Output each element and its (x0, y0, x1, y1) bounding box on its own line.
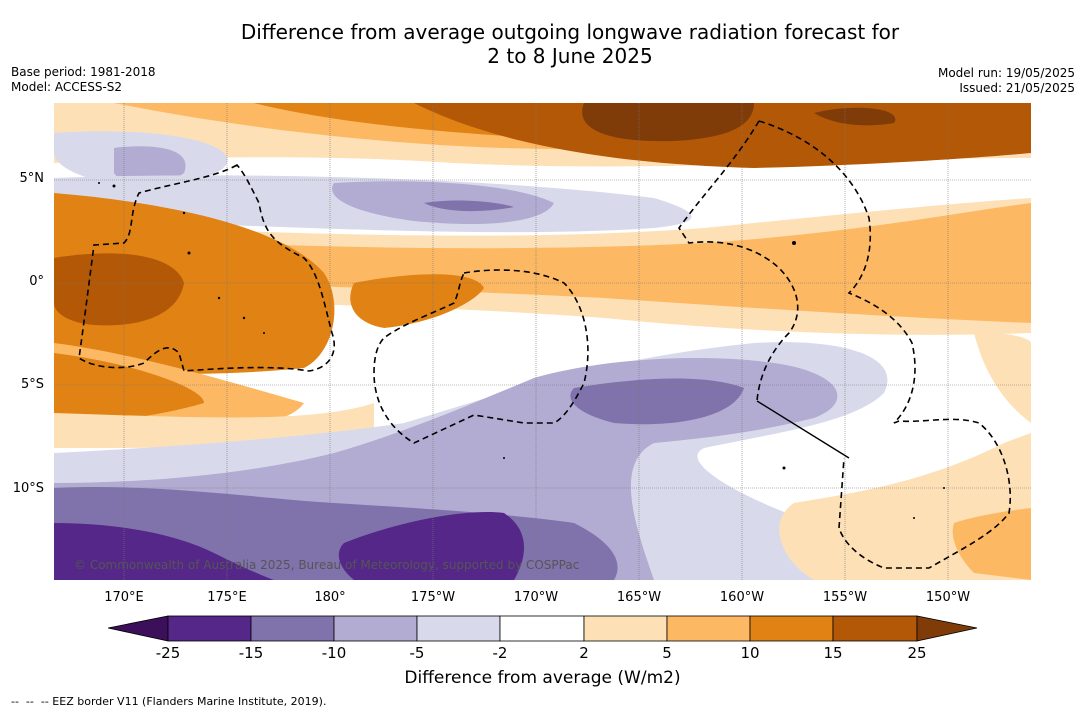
colorbar-tick-m5: -5 (409, 644, 425, 662)
colorbar (108, 615, 978, 642)
band-m15-m10-strip (424, 200, 514, 212)
colorbar-bin-10-15 (749, 615, 834, 642)
band-p5-10-se (952, 508, 1031, 580)
model-run: Model run: 19/05/2025 (937, 66, 1075, 80)
band-p5-10-equator (54, 203, 1031, 323)
band-p15-25-west (54, 253, 184, 326)
issued-date: Issued: 21/05/2025 (959, 81, 1075, 95)
band-gt25-north (582, 103, 754, 142)
colorbar-tick-m10: -10 (321, 644, 347, 662)
band-m10-m5-north-b (114, 146, 186, 185)
islands (98, 182, 945, 519)
lon-label-175e: 175°E (207, 590, 247, 605)
colorbar-bin-m2-2 (499, 615, 585, 642)
colorbar-arrow-low (108, 615, 169, 642)
lon-label-165w: 165°W (616, 590, 662, 605)
model-name: Model: ACCESS-S2 (11, 80, 123, 94)
colorbar-bin-5-10 (666, 615, 751, 642)
lon-label-170w: 170°W (513, 590, 559, 605)
eez-footnote: -- -- -- EEZ border V11 (Flanders Marine… (11, 695, 327, 708)
title-line-1: Difference from average outgoing longwav… (240, 20, 900, 44)
colorbar-bin-2-5 (583, 615, 668, 642)
meta-left: Base period: 1981-2018 Model: ACCESS-S2 (11, 65, 156, 95)
base-period: Base period: 1981-2018 (11, 65, 156, 79)
colorbar-bin-m5-m2 (416, 615, 501, 642)
colorbar-tick-5: 5 (662, 644, 672, 662)
colorbar-bin-m25-m15 (167, 615, 252, 642)
colorbar-tick-2: 2 (579, 644, 589, 662)
lat-label-5n: 5°N (19, 171, 45, 186)
lon-label-160w: 160°W (719, 590, 765, 605)
colorbar-title: Difference from average (W/m2) (404, 668, 681, 688)
colorbar-tick-25: 25 (907, 644, 927, 662)
colorbar-tick-m2: -2 (492, 644, 508, 662)
band-p2-5-se-2 (974, 332, 1031, 423)
lat-label-5s: 5°S (20, 377, 44, 392)
colorbar-tick-10: 10 (740, 644, 760, 662)
band-gt25-north-2 (814, 107, 896, 126)
copyright-notice: © Commonwealth of Australia 2025, Bureau… (74, 558, 580, 572)
band-p10-15-equator (54, 193, 335, 374)
colorbar-tick-m15: -15 (238, 644, 264, 662)
chart-title: Difference from average outgoing longwav… (0, 20, 1085, 68)
colorbar-bin-m15-m10 (250, 615, 335, 642)
colorbar-bin-15-25 (832, 615, 918, 642)
anomaly-map (54, 103, 1031, 580)
lon-label-155w: 155°W (822, 590, 868, 605)
lon-label-180: 180° (314, 590, 346, 605)
lon-label-175w: 175°W (410, 590, 456, 605)
title-line-2: 2 to 8 June 2025 (487, 44, 653, 68)
eez-border-solid (756, 400, 850, 459)
meta-right: Model run: 19/05/2025 Issued: 21/05/2025 (938, 66, 1075, 96)
colorbar-bin-m10-m5 (333, 615, 418, 642)
band-m15-m10-south (570, 378, 744, 425)
colorbar-tick-m25: -25 (155, 644, 181, 662)
band-p10-15-center (350, 274, 484, 328)
colorbar-tick-15: 15 (823, 644, 843, 662)
lat-label-10s: 10°S (12, 481, 44, 496)
band-p10-15-sw (54, 353, 204, 423)
band-m25-m15-south-b (338, 512, 524, 580)
eez-borders (78, 120, 1012, 569)
band-m25-m15-south (54, 523, 274, 580)
lon-label-170e: 170°E (104, 590, 144, 605)
gridlines (54, 103, 1031, 580)
lat-label-0: 0° (29, 274, 44, 289)
colorbar-arrow-high (916, 615, 978, 642)
lon-label-150w: 150°W (925, 590, 971, 605)
